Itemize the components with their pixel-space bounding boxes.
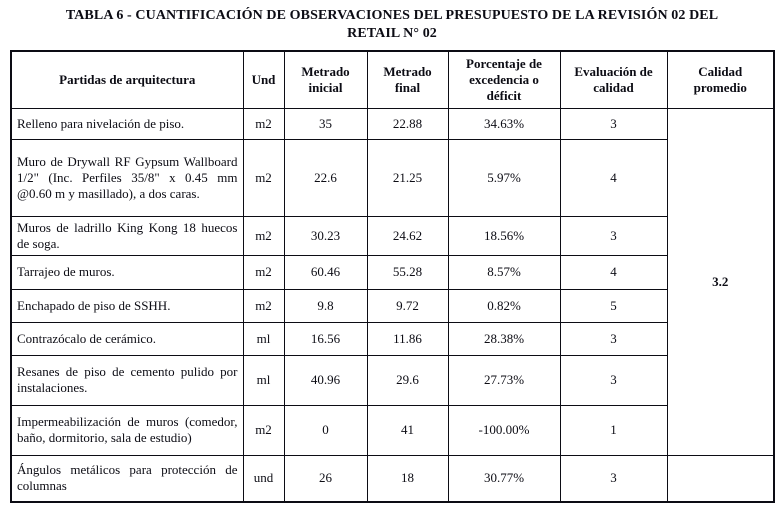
cell-metrado-final: 41 (366, 404, 449, 456)
cell-evaluacion: 4 (559, 138, 668, 217)
cell-metrado-final: 29.6 (366, 354, 449, 406)
cell-evaluacion: 4 (559, 254, 668, 290)
cell-metrado-final: 11.86 (366, 321, 449, 356)
cell-und: m2 (242, 138, 285, 217)
header-row: Partidas de arquitectura Und Metrado ini… (10, 50, 775, 109)
cell-evaluacion: 1 (559, 404, 668, 456)
cell-partida: Relleno para nivelación de piso. (10, 107, 244, 140)
cell-partida: Impermeabilización de muros (comedor, ba… (10, 404, 244, 456)
column-header-porcentaje: Porcentaje de excedencia o déficit (447, 50, 561, 109)
cell-partida: Ángulos metálicos para protección de col… (10, 454, 244, 503)
cell-evaluacion: 3 (559, 321, 668, 356)
cell-partida: Tarrajeo de muros. (10, 254, 244, 290)
cell-evaluacion: 3 (559, 215, 668, 256)
cell-metrado-inicial: 9.8 (283, 288, 368, 323)
cell-metrado-final: 22.88 (366, 107, 449, 140)
column-header-evaluacion: Evaluación de calidad (559, 50, 668, 109)
column-header-metrado-inicial: Metrado inicial (283, 50, 368, 109)
table-title: TABLA 6 - CUANTIFICACIÓN DE OBSERVACIONE… (0, 7, 784, 43)
table-row: Enchapado de piso de SSHH. m2 9.8 9.72 0… (10, 288, 774, 323)
cell-porcentaje: 18.56% (447, 215, 561, 256)
cell-metrado-final: 24.62 (366, 215, 449, 256)
cell-metrado-final: 55.28 (366, 254, 449, 290)
cell-metrado-inicial: 35 (283, 107, 368, 140)
cell-und: ml (242, 321, 285, 356)
cell-metrado-inicial: 26 (283, 454, 368, 503)
cell-und: ml (242, 354, 285, 406)
cell-porcentaje: 5.97% (447, 138, 561, 217)
cell-evaluacion: 3 (559, 107, 668, 140)
cell-metrado-final: 9.72 (366, 288, 449, 323)
cell-partida: Contrazócalo de cerámico. (10, 321, 244, 356)
cell-und: m2 (242, 254, 285, 290)
column-header-calidad-promedio: Calidad promedio (666, 50, 775, 109)
cell-evaluacion: 5 (559, 288, 668, 323)
cell-metrado-inicial: 22.6 (283, 138, 368, 217)
cell-metrado-final: 18 (366, 454, 449, 503)
cell-und: m2 (242, 288, 285, 323)
cell-partida: Muros de ladrillo King Kong 18 huecos de… (10, 215, 244, 256)
cell-porcentaje: 0.82% (447, 288, 561, 323)
cell-porcentaje: 8.57% (447, 254, 561, 290)
cell-calidad-promedio-empty (666, 454, 775, 503)
cell-metrado-inicial: 16.56 (283, 321, 368, 356)
table-row: Relleno para nivelación de piso. m2 35 2… (10, 107, 775, 456)
table-row: Muros de ladrillo King Kong 18 huecos de… (10, 215, 774, 256)
cell-partida: Resanes de piso de cemento pulido por in… (10, 354, 244, 406)
cell-partida: Enchapado de piso de SSHH. (10, 288, 244, 323)
table-row: Contrazócalo de cerámico. ml 16.56 11.86… (10, 321, 774, 356)
table-row: Muro de Drywall RF Gypsum Wallboard 1/2"… (10, 138, 774, 217)
table-row: Tarrajeo de muros. m2 60.46 55.28 8.57% … (10, 254, 774, 290)
table-row: Ángulos metálicos para protección de col… (10, 454, 775, 503)
cell-und: m2 (242, 404, 285, 456)
cell-und: und (242, 454, 285, 503)
cell-porcentaje: 27.73% (447, 354, 561, 406)
cell-und: m2 (242, 215, 285, 256)
cell-und: m2 (242, 107, 285, 140)
cell-metrado-final: 21.25 (366, 138, 449, 217)
table-title-line2: RETAIL N° 02 (347, 26, 437, 41)
cell-porcentaje: 28.38% (447, 321, 561, 356)
cell-metrado-inicial: 40.96 (283, 354, 368, 406)
cell-evaluacion: 3 (559, 354, 668, 406)
table-row: Resanes de piso de cemento pulido por in… (10, 354, 774, 406)
table-row: Impermeabilización de muros (comedor, ba… (10, 404, 774, 456)
column-header-und: Und (242, 50, 285, 109)
cell-partida: Muro de Drywall RF Gypsum Wallboard 1/2"… (10, 138, 244, 217)
cell-calidad-promedio: 3.2 (666, 107, 775, 456)
cell-metrado-inicial: 60.46 (283, 254, 368, 290)
cell-porcentaje: 30.77% (447, 454, 561, 503)
cell-porcentaje: -100.00% (447, 404, 561, 456)
table-title-line1: TABLA 6 - CUANTIFICACIÓN DE OBSERVACIONE… (65, 8, 719, 23)
cell-metrado-inicial: 30.23 (283, 215, 368, 256)
cell-porcentaje: 34.63% (447, 107, 561, 140)
column-header-partidas: Partidas de arquitectura (10, 50, 244, 109)
cell-metrado-inicial: 0 (283, 404, 368, 456)
column-header-metrado-final: Metrado final (366, 50, 449, 109)
cell-evaluacion: 3 (559, 454, 668, 503)
quantification-table: Partidas de arquitectura Und Metrado ini… (10, 50, 775, 503)
